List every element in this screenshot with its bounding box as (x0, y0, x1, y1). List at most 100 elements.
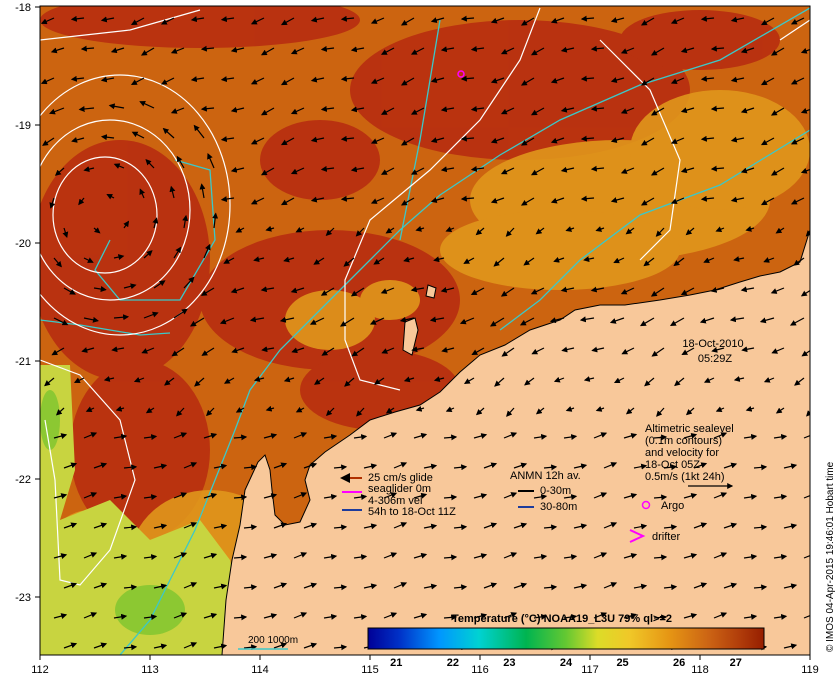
velocity-arrow (800, 107, 810, 114)
svg-text:and velocity for: and velocity for (645, 447, 719, 459)
velocity-arrow (303, 642, 318, 649)
velocity-arrow (683, 613, 698, 619)
velocity-arrow (680, 287, 695, 296)
velocity-arrow (220, 196, 235, 203)
velocity-arrow (53, 553, 68, 559)
velocity-arrow (350, 106, 365, 113)
velocity-arrow (131, 131, 145, 139)
velocity-arrow (683, 433, 698, 439)
velocity-arrow (190, 76, 205, 83)
velocity-arrow (803, 494, 810, 499)
velocity-arrow (595, 406, 605, 412)
velocity-arrow (207, 153, 215, 169)
velocity-arrow (70, 75, 85, 82)
velocity-arrow (160, 17, 175, 25)
velocity-arrow (53, 613, 68, 619)
velocity-arrow (519, 317, 535, 326)
velocity-arrow (130, 17, 145, 25)
velocity-arrow (710, 287, 725, 293)
velocity-arrow (293, 432, 308, 439)
velocity-arrow (543, 524, 558, 531)
velocity-arrow (413, 552, 428, 559)
velocity-arrow (640, 137, 655, 146)
velocity-arrow (393, 522, 408, 529)
velocity-arrow (693, 522, 708, 529)
velocity-arrow (639, 317, 655, 327)
colorbar-title: Temperature (°C) NOAA19_L3U 79% ql>=2 (452, 613, 672, 625)
velocity-arrow (143, 554, 158, 561)
velocity-arrow (153, 643, 168, 650)
velocity-arrow (143, 494, 158, 501)
drifter-legend: drifter (629, 529, 680, 543)
velocity-arrow (743, 553, 758, 560)
velocity-arrow (143, 614, 158, 621)
velocity-arrow (199, 183, 206, 199)
velocity-arrow (173, 552, 188, 559)
velocity-arrow (573, 583, 588, 590)
velocity-arrow (473, 433, 488, 439)
lon-tick-label: 113 (141, 664, 159, 676)
velocity-arrow (670, 197, 685, 204)
velocity-arrow (63, 642, 78, 649)
velocity-arrow (190, 16, 205, 23)
velocity-arrow (760, 17, 775, 26)
velocity-arrow (230, 106, 245, 113)
land-mass (221, 229, 810, 655)
velocity-arrow (113, 163, 125, 169)
velocity-arrow (164, 377, 175, 386)
velocity-arrow (93, 462, 108, 469)
velocity-arrow (745, 225, 755, 232)
velocity-arrow (743, 493, 758, 500)
velocity-arrow (440, 166, 455, 173)
velocity-arrow (63, 522, 78, 529)
velocity-arrow (193, 124, 205, 139)
velocity-arrow (380, 47, 395, 55)
velocity-arrow (620, 167, 635, 174)
isobath-legend: 200 1000m (238, 635, 298, 650)
colorbar-tick-label: 25 (616, 657, 628, 669)
velocity-arrow (503, 432, 518, 439)
svg-text:(0.1m contours): (0.1m contours) (645, 435, 722, 447)
velocity-arrow (213, 583, 228, 590)
velocity-arrow (206, 407, 215, 417)
velocity-arrow (443, 554, 458, 561)
velocity-arrow (723, 462, 738, 469)
velocity-arrow (263, 553, 278, 559)
velocity-arrow (593, 612, 608, 619)
velocity-arrow (108, 103, 125, 110)
velocity-arrow (201, 347, 215, 356)
velocity-arrow (490, 17, 505, 24)
velocity-arrow (770, 107, 785, 116)
velocity-arrow (565, 406, 575, 412)
velocity-arrow (113, 254, 125, 260)
velocity-arrow (644, 377, 655, 387)
svg-text:seaglider 0m: seaglider 0m (368, 483, 431, 495)
velocity-arrow (63, 287, 76, 295)
velocity-arrow (620, 107, 635, 114)
velocity-arrow (460, 75, 475, 82)
velocity-arrow (53, 317, 69, 326)
velocity-arrow (494, 377, 505, 387)
velocity-arrow (423, 583, 438, 590)
velocity-arrow (655, 227, 665, 237)
velocity-arrow (579, 316, 595, 323)
velocity-arrow (411, 346, 425, 353)
sst-cold-spots (40, 390, 185, 635)
velocity-arrow (249, 316, 265, 323)
velocity-arrow (783, 463, 798, 470)
velocity-arrow (470, 287, 485, 296)
velocity-arrow (790, 17, 805, 25)
velocity-arrow (443, 494, 458, 501)
velocity-arrow (50, 47, 65, 54)
velocity-arrow (42, 137, 55, 146)
credit-text: © IMOS 04-Apr-2015 19:46:01 Hobart time (825, 461, 836, 652)
velocity-arrow (413, 432, 428, 439)
velocity-arrow (93, 286, 107, 292)
svg-text:18-Oct 05Z: 18-Oct 05Z (645, 459, 700, 471)
velocity-arrow (310, 16, 325, 23)
velocity-arrow (153, 523, 168, 530)
velocity-arrow (223, 377, 235, 384)
velocity-arrow (93, 522, 108, 529)
velocity-arrow (723, 522, 738, 529)
velocity-arrow (470, 45, 485, 52)
